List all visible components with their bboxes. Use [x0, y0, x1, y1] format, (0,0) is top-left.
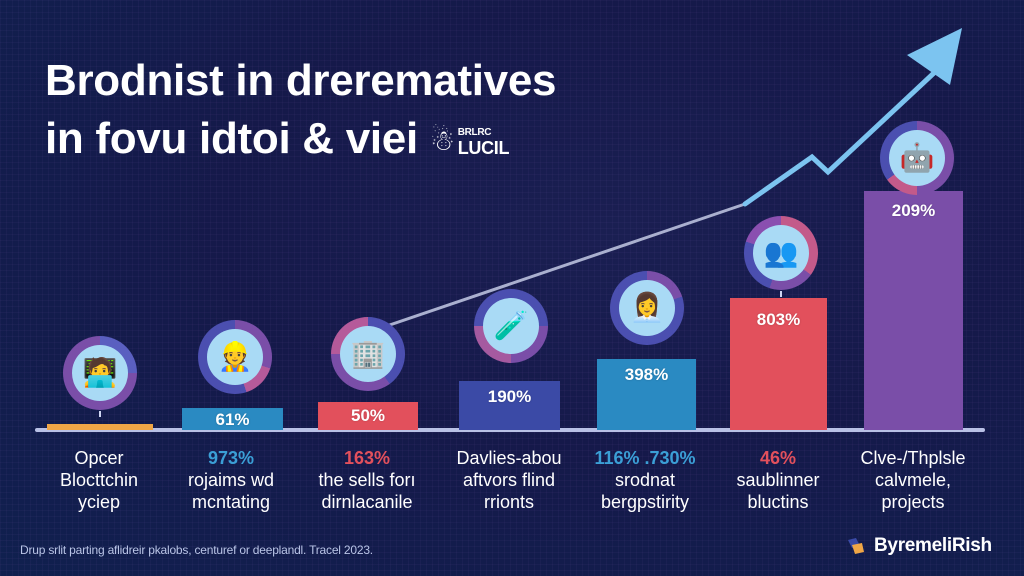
category-5-line-1: srodnat [614, 470, 676, 490]
category-5-line-2: bergpstirity [600, 492, 690, 512]
category-4-line-1: Davlies-abou [456, 448, 562, 468]
category-label-3: 163% the sells forı dirnlacanile [292, 447, 442, 513]
category-label-5: 116% .730% srodnat bergpstirity [570, 447, 720, 513]
category-7-line-2: calvmele, [874, 470, 952, 490]
bar-6: 803% [730, 298, 827, 430]
icon-circle-1: 🧑‍💻 [63, 336, 137, 410]
title-line-1: Brodnist in drerematives [45, 56, 557, 105]
category-4-line-3: rrionts [483, 492, 534, 512]
category-3-line-2: dirnlacanile [321, 492, 413, 512]
bar-7-value: 209% [891, 201, 936, 220]
bar-1 [47, 424, 153, 430]
icon-stem-6 [780, 291, 782, 297]
category-label-1: Opcer Blocttchin yciep [24, 447, 174, 513]
icon-circle-3: 🏢 [331, 317, 405, 391]
title-line-2: in fovu idtoi & viei ☃ BRLRC LUCIL [45, 110, 556, 168]
icon-circle-5: 👩‍💼 [610, 271, 684, 345]
brand-name: ByremeliRish [874, 535, 992, 556]
person-laptop-icon: 🧑‍💻 [82, 357, 118, 388]
category-3-line-1: the sells forı [318, 470, 416, 490]
category-1-line-1: Opcer [74, 448, 124, 468]
chart-baseline [35, 428, 985, 432]
workers-icon: 👷 [217, 341, 253, 372]
category-1-line-3: yciep [77, 492, 121, 512]
page-title: Brodnist in drerematives in fovu idtoi &… [45, 52, 556, 168]
brand-logo: ByremeliRish [846, 535, 992, 557]
logo-small-text: BRLRC [457, 126, 492, 138]
category-label-2: 973% rojaims wd mcntating [156, 447, 306, 513]
bar-3: 50% [318, 402, 418, 430]
mascot-icon: ☃ [429, 125, 455, 157]
category-7-line-1: Clve-/Thplsle [860, 448, 966, 468]
category-6-pct: 46% [759, 448, 797, 468]
category-label-7: Clve-/Thplsle calvmele, projects [838, 447, 988, 513]
logo-large-text: LUCIL [457, 137, 510, 158]
bar-2: 61% [182, 408, 283, 430]
bar-5: 398% [597, 359, 696, 430]
icon-circle-2: 👷 [198, 320, 272, 394]
group-icon: 👥 [763, 237, 799, 268]
category-2-line-1: rojaims wd [187, 470, 275, 490]
title-line-2-text: in fovu idtoi & viei [45, 114, 418, 163]
bar-7: 209% [864, 191, 963, 430]
lab-icon: 🧪 [493, 310, 529, 341]
bar-2-value: 61% [215, 410, 250, 429]
category-4-line-2: aftvors flind [462, 470, 556, 490]
category-6-line-2: bluctins [747, 492, 809, 512]
title-logo: ☃ BRLRC LUCIL [429, 125, 510, 158]
category-2-pct: 973% [207, 448, 255, 468]
category-1-line-2: Blocttchin [59, 470, 139, 490]
bar-4: 190% [459, 381, 560, 430]
category-label-6: 46% saublinner bluctins [703, 447, 853, 513]
bar-3-value: 50% [350, 406, 386, 425]
icon-circle-6: 👥 [744, 216, 818, 290]
bar-6-value: 803% [756, 310, 801, 329]
bar-4-value: 190% [487, 387, 532, 406]
category-3-pct: 163% [343, 448, 391, 468]
category-2-line-2: mcntating [191, 492, 271, 512]
icon-stem-1 [99, 411, 101, 417]
bar-5-value: 398% [624, 365, 669, 384]
building-icon: 🏢 [350, 338, 386, 369]
category-7-line-3: projects [881, 492, 945, 512]
category-5-pct: 116% .730% [594, 448, 696, 468]
icon-circle-7: 🤖 [880, 121, 954, 195]
icon-circle-4: 🧪 [474, 289, 548, 363]
category-6-line-1: saublinner [736, 470, 820, 490]
source-note: Drup srlit parting aflidreir pkalobs, ce… [20, 543, 373, 557]
category-label-4: Davlies-abou aftvors flind rrionts [434, 447, 584, 513]
robot-icon: 🤖 [899, 142, 935, 173]
team-icon: 👩‍💼 [629, 292, 665, 323]
brand-mark-icon [848, 538, 864, 554]
